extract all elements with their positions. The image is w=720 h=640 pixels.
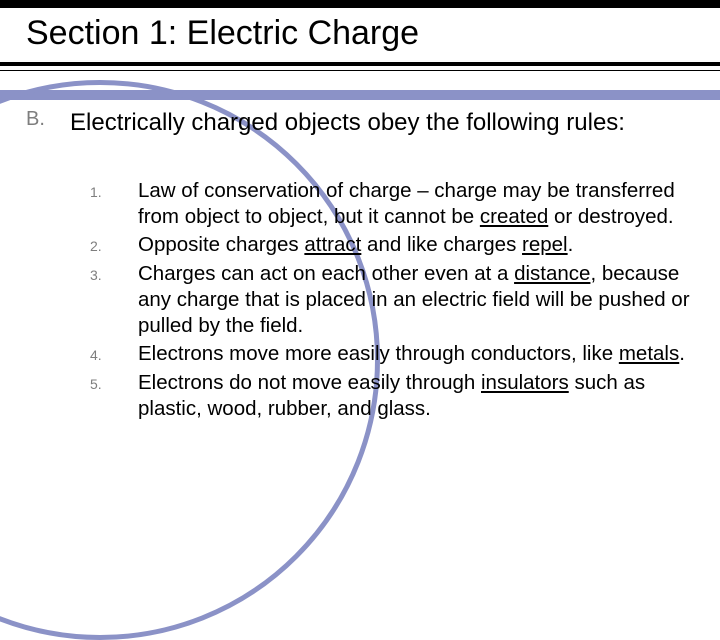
list-item-number: 3. bbox=[90, 261, 138, 340]
list-item: 1.Law of conservation of charge – charge… bbox=[90, 178, 690, 230]
outline-main-text: Electrically charged objects obey the fo… bbox=[70, 108, 680, 138]
list-item-number: 2. bbox=[90, 232, 138, 258]
list-item-text: Electrons move more easily through condu… bbox=[138, 341, 685, 367]
list-item-number: 1. bbox=[90, 178, 138, 230]
list-item: 3.Charges can act on each other even at … bbox=[90, 261, 690, 340]
list-item: 5.Electrons do not move easily through i… bbox=[90, 370, 690, 422]
outline-letter: B. bbox=[26, 108, 45, 131]
title-underline-thin bbox=[0, 70, 720, 71]
list-item-number: 4. bbox=[90, 341, 138, 367]
slide-title: Section 1: Electric Charge bbox=[26, 14, 419, 53]
list-item-text: Electrons do not move easily through ins… bbox=[138, 370, 690, 422]
list-item-number: 5. bbox=[90, 370, 138, 422]
top-bar bbox=[0, 0, 720, 8]
title-underline-thick bbox=[0, 62, 720, 66]
list-item: 2.Opposite charges attract and like char… bbox=[90, 232, 690, 258]
list-item-text: Charges can act on each other even at a … bbox=[138, 261, 690, 340]
list-item-text: Opposite charges attract and like charge… bbox=[138, 232, 573, 258]
rules-list: 1.Law of conservation of charge – charge… bbox=[90, 178, 690, 424]
list-item-text: Law of conservation of charge – charge m… bbox=[138, 178, 690, 230]
list-item: 4.Electrons move more easily through con… bbox=[90, 341, 690, 367]
